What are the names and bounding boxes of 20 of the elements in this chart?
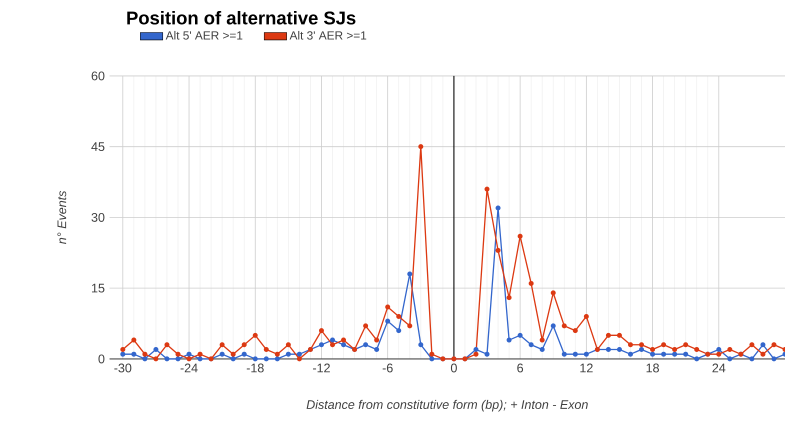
- y-tick-label: 60: [92, 72, 104, 80]
- x-axis-title: Distance from constitutive form (bp); + Inton - Exon: [306, 400, 588, 412]
- x-tick-label: -24: [180, 364, 198, 372]
- x-tick-label: -6: [382, 364, 393, 372]
- y-tick-label: 45: [91, 142, 104, 152]
- x-tick-label: 24: [712, 364, 726, 372]
- x-tick-label: -30: [114, 364, 132, 372]
- x-tick-label: 6: [517, 364, 524, 372]
- y-axis-title: n° Events: [57, 190, 66, 244]
- x-tick-label: 12: [580, 364, 593, 372]
- x-tick-label: 0: [450, 364, 457, 372]
- x-tick-label: -12: [313, 364, 330, 372]
- y-tick-label: 15: [92, 284, 104, 293]
- x-tick-label: -18: [246, 364, 264, 372]
- legend-label: Alt 5' AER >=1: [166, 30, 242, 40]
- legend-label: Alt 3' AER >=1: [290, 30, 366, 40]
- chart-title: Position of alternative SJs: [127, 11, 356, 25]
- y-tick-label: 30: [92, 213, 104, 222]
- y-tick-label: 0: [98, 354, 104, 364]
- x-tick-label: 18: [646, 364, 659, 372]
